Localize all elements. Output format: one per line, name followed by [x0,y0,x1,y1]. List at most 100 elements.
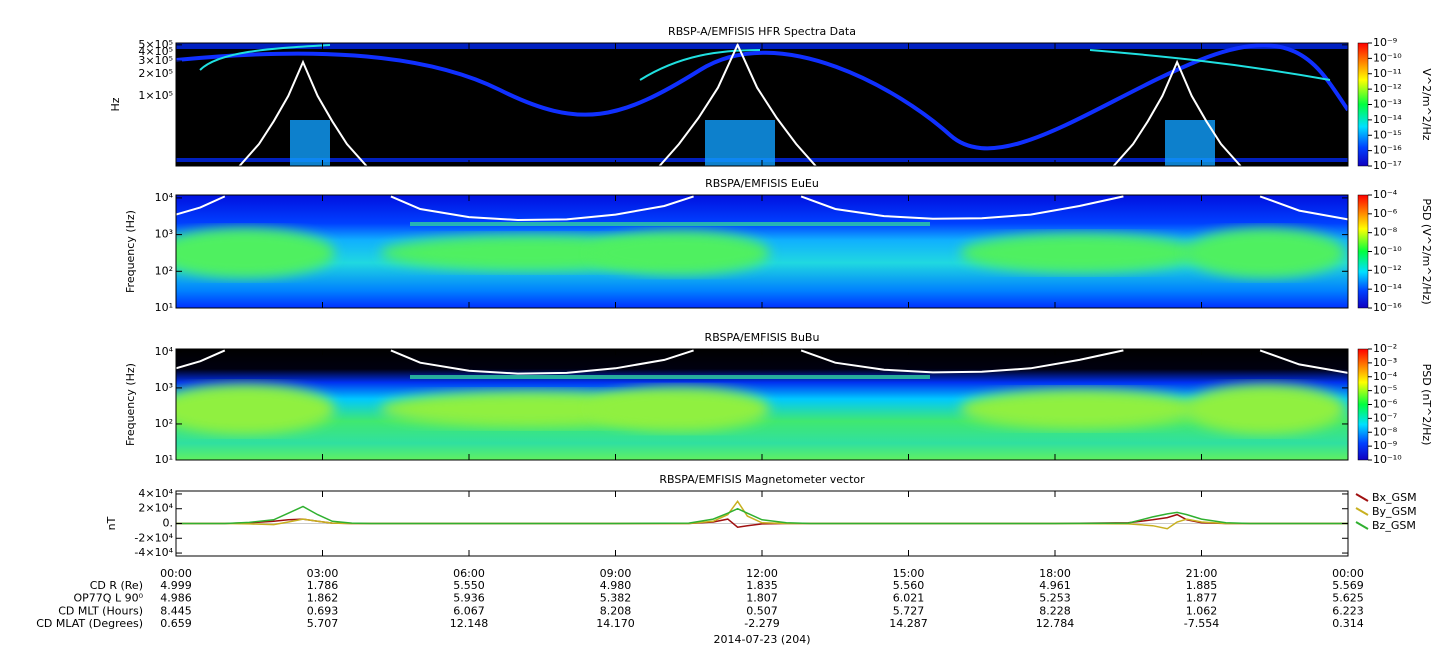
spectrogram-image [176,195,1348,308]
ephemeris-value: 0.659 [160,617,192,630]
ephemeris-value: 8.445 [160,604,192,617]
colorbar-tick-label: 10⁻¹⁰ [1373,453,1402,466]
x-tick-label: 06:00 [453,567,485,580]
colorbar-tick-label: 10⁻⁶ [1373,207,1398,220]
ephemeris-value: 0.693 [307,604,339,617]
ephemeris-value: 1.862 [307,592,339,605]
fce-line [800,195,1124,220]
band [410,375,930,379]
panel: 10⁻⁴ 10⁻⁶ 10⁻⁸ 10⁻¹⁰ 10⁻¹² 10⁻¹⁴ 10⁻¹⁶ PSD (V^2… [124,177,1433,314]
colorbar-tick-label: 10⁻¹⁶ [1373,144,1402,157]
ephemeris-value: 1.877 [1186,592,1218,605]
y-axis-label: Hz [109,97,122,111]
colorbar [1357,42,1369,167]
y-axis-label: Frequency (Hz) [124,363,137,446]
colorbar [1357,348,1369,461]
blob [960,233,1200,273]
colorbar-tick-label: 10⁻⁴ [1373,370,1398,383]
colorbar-label: PSD (V^2/m^2/Hz) [1420,198,1433,304]
ephemeris-value: 14.287 [889,617,928,630]
ephemeris-value: 5.560 [893,579,925,592]
colorbar-tick-label: 10⁻³ [1373,356,1397,369]
y-tick-label: 0. [163,517,174,530]
y-tick-label: 10² [155,417,173,430]
ephemeris-value: 6.067 [453,604,485,617]
x-tick-label: 21:00 [1186,567,1218,580]
y-axis-label: nT [105,516,118,530]
y-tick-label: 10² [155,264,173,277]
blob [1185,228,1345,278]
fce-line [176,349,226,370]
band [410,222,930,226]
fce-line [238,59,368,166]
ephemeris-label: OP77Q L 90⁰ [74,592,144,605]
ephemeris-value: -2.279 [744,617,779,630]
colorbar-tick-label: 10⁻¹² [1373,82,1402,95]
y-tick-label: 10³ [155,381,173,394]
fce-line [800,349,1124,374]
y-tick-label: 10⁴ [155,191,174,204]
ephemeris-value: 5.727 [893,604,925,617]
colorbar-tick-label: 10⁻¹⁷ [1373,159,1402,172]
ephemeris-value: 5.382 [600,592,632,605]
ephemeris-value: 12.784 [1036,617,1075,630]
blob [590,231,770,275]
legend-swatch [1355,521,1369,530]
ephemeris-value: 4.980 [600,579,632,592]
ephemeris-value: 0.314 [1332,617,1364,630]
y-tick-label: 5×10⁵ [138,38,173,51]
series-line [176,505,1348,525]
x-tick-label: 09:00 [600,567,632,580]
x-tick-label: 15:00 [893,567,925,580]
colorbar-tick-label: 10⁻¹⁴ [1373,113,1402,126]
y-tick-label: 4×10⁵ [138,45,173,58]
burst [290,120,330,166]
panel: 10⁻²10⁻³10⁻⁴10⁻⁵10⁻⁶10⁻⁷10⁻⁸10⁻⁹10⁻¹⁰ PSD… [124,331,1433,466]
panel-title: RBSPA/EMFISIS BuBu [705,331,820,344]
colorbar-tick-label: 10⁻⁸ [1373,425,1398,438]
y-tick-label: 4×10⁴ [138,487,173,500]
legend-swatch [1355,507,1369,516]
colorbar-tick-label: 10⁻⁷ [1373,411,1397,424]
ephemeris-value: 1.835 [746,579,778,592]
colorbar-label: PSD (nT^2/Hz) [1420,364,1433,446]
burst [705,120,775,166]
ephemeris-value: 6.223 [1332,604,1364,617]
ephemeris-value: 1.062 [1186,604,1218,617]
fce-line [390,349,694,375]
colorbar [1357,194,1369,309]
ephemeris-value: 1.807 [746,592,778,605]
ephemeris-value: 8.208 [600,604,632,617]
colorbar-tick-label: 10⁻⁶ [1373,398,1398,411]
date-label: 2014-07-23 (204) [713,633,810,646]
fce-line [1259,195,1348,221]
y-tick-label: 10¹ [155,301,173,314]
ephemeris-label: CD R (Re) [90,579,143,592]
y-tick-label: 2×10⁵ [138,67,173,80]
y-tick-label: 10³ [155,228,173,241]
panel-title: RBSP-A/EMFISIS HFR Spectra Data [668,25,856,38]
ephemeris-value: 5.707 [307,617,339,630]
series-line [176,499,1348,530]
y-tick-label: 10¹ [155,453,173,466]
y-tick-label: 10⁴ [155,345,174,358]
fce-line [390,195,694,222]
fce-line [176,195,226,216]
blob [1185,384,1345,434]
ephemeris-value: 5.625 [1332,592,1364,605]
y-tick-label: 1×10⁵ [138,89,173,102]
ephemeris-value: 5.550 [453,579,485,592]
ephemeris-value: 4.961 [1039,579,1071,592]
spectrogram-image [176,349,1348,460]
colorbar-tick-label: 10⁻⁹ [1373,439,1397,452]
panel: 10⁻⁹ 10⁻¹⁰ 10⁻¹¹ 10⁻¹² 10⁻¹³ 10⁻¹⁴ 10⁻¹⁵ 10⁻¹⁶ 1… [109,25,1433,172]
colorbar-tick-label: 10⁻¹⁰ [1373,51,1402,64]
x-tick-label: 12:00 [746,567,778,580]
y-axis-label: Frequency (Hz) [124,210,137,293]
panel-title: RBSPA/EMFISIS EuEu [705,177,819,190]
panel-title: RBSPA/EMFISIS Magnetometer vector [659,473,865,486]
blob [590,387,770,431]
colorbar-tick-label: 10⁻¹⁵ [1373,128,1402,141]
